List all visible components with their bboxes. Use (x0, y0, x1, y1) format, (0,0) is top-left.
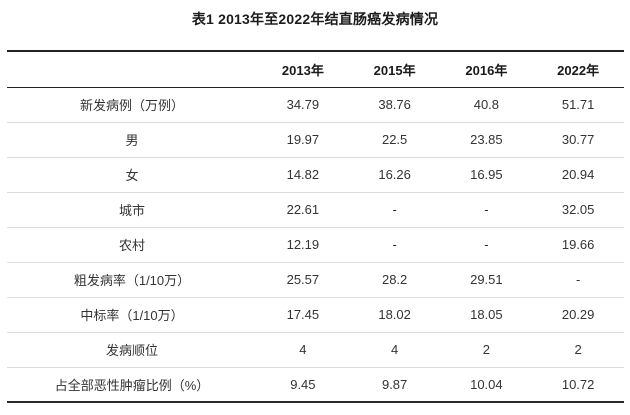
table-row: 男 19.97 22.5 23.85 30.77 (7, 122, 624, 158)
col-header-2022: 2022年 (532, 51, 624, 88)
data-table: 2013年 2015年 2016年 2022年 新发病例（万例） 34.79 3… (7, 50, 624, 403)
table-row: 城市 22.61 - - 32.05 (7, 192, 624, 228)
cell: 16.26 (348, 157, 441, 193)
table-row: 女 14.82 16.26 16.95 20.94 (7, 157, 624, 193)
cell: 30.77 (532, 122, 624, 158)
cell: 2 (532, 332, 624, 368)
row-label: 城市 (7, 192, 257, 228)
cell: - (440, 227, 533, 263)
cell: 20.94 (532, 157, 624, 193)
cell: 19.66 (532, 227, 624, 263)
table-row: 占全部恶性肿瘤比例（%） 9.45 9.87 10.04 10.72 (7, 367, 624, 402)
cell: 20.29 (532, 297, 624, 333)
row-label: 粗发病率（1/10万） (7, 262, 257, 298)
row-label: 女 (7, 157, 257, 193)
cell: 14.82 (257, 157, 349, 193)
row-label: 男 (7, 122, 257, 158)
row-label: 占全部恶性肿瘤比例（%） (54, 377, 210, 393)
cell: 34.79 (257, 87, 349, 123)
corner-cell (7, 51, 257, 88)
cell: 23.85 (440, 122, 533, 158)
row-label: 新发病例（万例） (7, 87, 257, 123)
cell: 9.45 (290, 376, 316, 392)
col-header-2015: 2015年 (348, 51, 441, 88)
cell: 17.45 (257, 297, 349, 333)
cell: 29.51 (440, 262, 533, 298)
page-title: 表1 2013年至2022年结直肠癌发病情况 (191, 11, 439, 27)
cell: 18.05 (440, 297, 533, 333)
cell: 22.5 (348, 122, 441, 158)
cell: 51.71 (532, 87, 624, 123)
table-row: 粗发病率（1/10万） 25.57 28.2 29.51 - (7, 262, 624, 298)
cell: - (532, 262, 624, 298)
cell: 19.97 (257, 122, 349, 158)
cell: 32.05 (532, 192, 624, 228)
table-row: 中标率（1/10万） 17.45 18.02 18.05 20.29 (7, 297, 624, 333)
row-label: 发病顺位 (7, 332, 257, 368)
cell: 2 (440, 332, 533, 368)
cell: 40.8 (440, 87, 533, 123)
cell: 18.02 (348, 297, 441, 333)
cell: 9.87 (381, 376, 408, 392)
header-row: 2013年 2015年 2016年 2022年 (7, 51, 624, 88)
col-header-2016: 2016年 (440, 51, 533, 88)
cell: 25.57 (257, 262, 349, 298)
table-row: 新发病例（万例） 34.79 38.76 40.8 51.71 (7, 87, 624, 123)
cell: 10.72 (561, 376, 595, 392)
cell: 28.2 (348, 262, 441, 298)
table-row: 发病顺位 4 4 2 2 (7, 332, 624, 368)
row-label: 中标率（1/10万） (7, 297, 257, 333)
cell: 16.95 (440, 157, 533, 193)
cell: - (440, 192, 533, 228)
cell: 38.76 (348, 87, 441, 123)
cell: 4 (348, 332, 441, 368)
cell: 10.04 (470, 376, 503, 392)
row-label: 农村 (7, 227, 257, 263)
table-row: 农村 12.19 - - 19.66 (7, 227, 624, 263)
cell: 12.19 (257, 227, 349, 263)
cell: - (348, 192, 441, 228)
cell: 4 (257, 332, 349, 368)
table-container: 2013年 2015年 2016年 2022年 新发病例（万例） 34.79 3… (7, 50, 624, 403)
cell: 22.61 (257, 192, 349, 228)
col-header-2013: 2013年 (257, 51, 349, 88)
cell: - (348, 227, 441, 263)
